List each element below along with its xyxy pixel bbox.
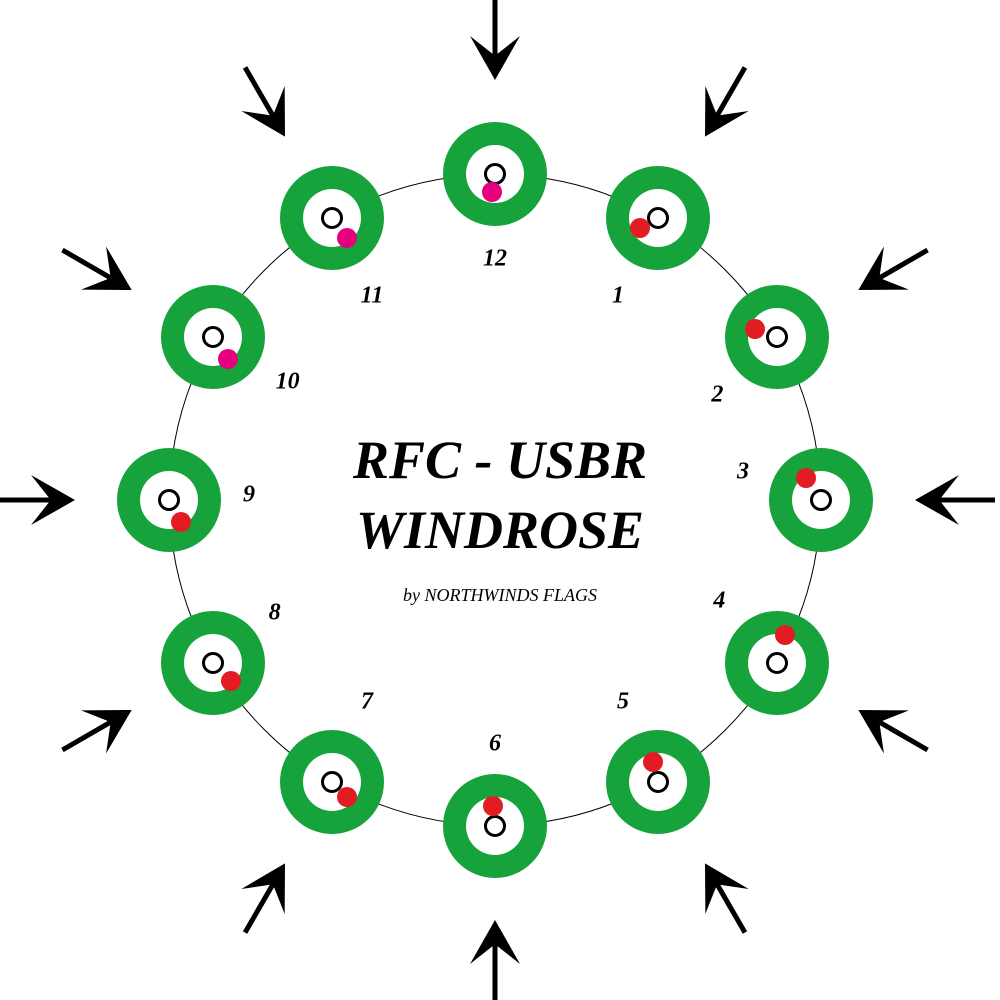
node-3 — [769, 448, 873, 552]
node-label-7: 7 — [361, 689, 373, 716]
node-8 — [161, 611, 265, 715]
node-4 — [725, 611, 829, 715]
arrow-5 — [683, 851, 766, 945]
node-label-10: 10 — [276, 369, 300, 396]
red-dot-9 — [171, 512, 191, 532]
red-dot-7 — [337, 787, 357, 807]
node-2 — [725, 285, 829, 389]
node-label-4: 4 — [713, 588, 725, 615]
node-inner-circle — [202, 326, 224, 348]
node-inner-circle — [647, 207, 669, 229]
red-dot-11 — [337, 228, 357, 248]
node-outer-ring — [725, 611, 829, 715]
node-label-5: 5 — [617, 689, 629, 716]
node-7 — [280, 730, 384, 834]
node-label-12: 12 — [483, 246, 507, 273]
node-inner-circle — [810, 489, 832, 511]
subtitle: by NORTHWINDS FLAGS — [353, 585, 647, 606]
arrow-2 — [846, 228, 940, 311]
node-white-ring — [748, 634, 806, 692]
node-inner-circle — [321, 207, 343, 229]
windrose-diagram: 121234567891011 RFC - USBR WINDROSE by N… — [0, 0, 1000, 997]
arrow-10 — [49, 228, 143, 311]
node-outer-ring — [769, 448, 873, 552]
node-outer-ring — [280, 730, 384, 834]
node-outer-ring — [443, 774, 547, 878]
node-11 — [280, 166, 384, 270]
node-inner-circle — [202, 652, 224, 674]
node-inner-circle — [647, 771, 669, 793]
arrow-7 — [223, 851, 306, 945]
red-dot-3 — [796, 468, 816, 488]
node-outer-ring — [606, 730, 710, 834]
node-10 — [161, 285, 265, 389]
arrow-8 — [49, 688, 143, 771]
arrow-6 — [470, 920, 520, 1000]
node-1 — [606, 166, 710, 270]
red-dot-2 — [745, 319, 765, 339]
node-label-2: 2 — [711, 382, 723, 409]
node-label-1: 1 — [612, 282, 624, 309]
node-outer-ring — [161, 285, 265, 389]
arrow-1 — [683, 54, 766, 148]
red-dot-5 — [643, 752, 663, 772]
node-6 — [443, 774, 547, 878]
red-dot-6 — [483, 796, 503, 816]
node-inner-circle — [766, 326, 788, 348]
node-outer-ring — [725, 285, 829, 389]
node-label-8: 8 — [269, 600, 281, 627]
node-label-11: 11 — [361, 282, 384, 309]
red-dot-12 — [482, 182, 502, 202]
node-inner-circle — [766, 652, 788, 674]
red-dot-4 — [775, 625, 795, 645]
arrow-9 — [0, 475, 75, 525]
node-label-6: 6 — [489, 731, 501, 758]
red-dot-10 — [218, 349, 238, 369]
node-outer-ring — [280, 166, 384, 270]
red-dot-8 — [221, 671, 241, 691]
node-inner-circle — [158, 489, 180, 511]
node-outer-ring — [606, 166, 710, 270]
title-line-2: WINDROSE — [353, 495, 647, 565]
arrow-3 — [915, 475, 995, 525]
title-line-1: RFC - USBR — [353, 425, 647, 495]
red-dot-1 — [630, 218, 650, 238]
node-9 — [117, 448, 221, 552]
arrow-12 — [470, 0, 520, 80]
node-12 — [443, 122, 547, 226]
node-outer-ring — [117, 448, 221, 552]
node-outer-ring — [161, 611, 265, 715]
node-outer-ring — [443, 122, 547, 226]
title-block: RFC - USBR WINDROSE by NORTHWINDS FLAGS — [353, 425, 647, 606]
node-5 — [606, 730, 710, 834]
node-label-3: 3 — [737, 459, 749, 486]
node-label-9: 9 — [243, 482, 255, 509]
arrow-11 — [223, 54, 306, 148]
node-inner-circle — [484, 815, 506, 837]
arrow-4 — [846, 688, 940, 771]
